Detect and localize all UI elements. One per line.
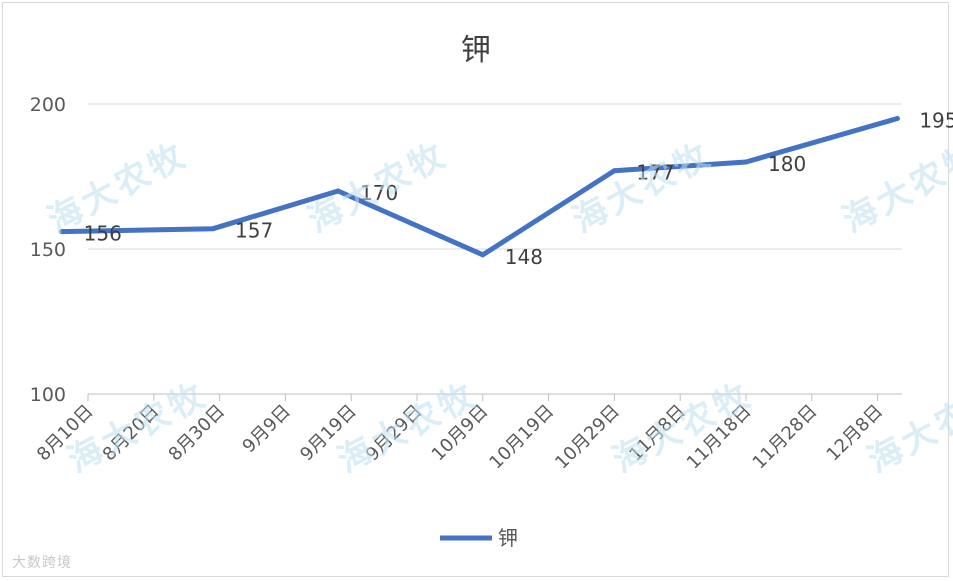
data-label: 148	[505, 245, 543, 269]
data-label: 157	[235, 219, 273, 243]
legend[interactable]: 钾	[440, 526, 518, 550]
x-tick-label: 10月19日	[485, 401, 558, 474]
legend-label: 钾	[498, 526, 518, 550]
x-tick-label: 9月9日	[238, 401, 295, 458]
data-labels: 156 157 170 148 177 180 195	[84, 109, 953, 269]
data-point	[59, 229, 65, 235]
data-point	[210, 226, 216, 232]
series-line	[59, 116, 900, 258]
x-tick-label: 11月28日	[749, 401, 822, 474]
data-label: 180	[768, 152, 806, 176]
data-point	[894, 116, 900, 121]
data-point	[743, 159, 749, 165]
series	[59, 116, 900, 258]
data-label: 170	[360, 181, 398, 205]
corner-logo-text: 大数跨境	[12, 555, 72, 571]
y-tick-label: 100	[30, 384, 66, 406]
data-label: 156	[84, 222, 122, 246]
y-axis-ticks: 100 150 200	[30, 94, 66, 406]
y-tick-label: 150	[30, 239, 66, 261]
data-point	[611, 168, 617, 174]
chart-title: 钾	[461, 33, 491, 68]
data-label: 195	[919, 109, 953, 133]
data-label: 177	[636, 161, 674, 185]
data-point	[480, 252, 486, 258]
data-point	[335, 188, 341, 194]
y-tick-label: 200	[30, 94, 66, 116]
